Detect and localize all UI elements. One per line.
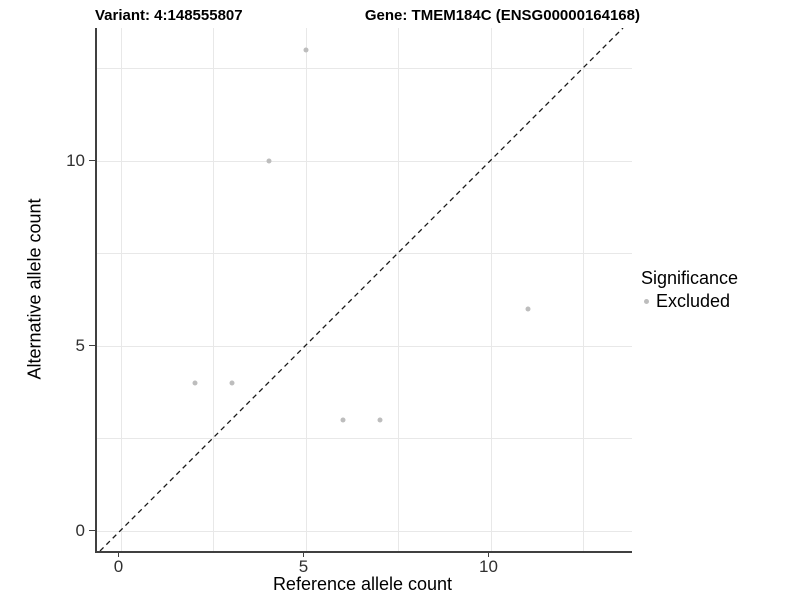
gridline-horizontal bbox=[97, 68, 632, 69]
data-point bbox=[303, 47, 308, 52]
y-axis-tick bbox=[89, 529, 95, 532]
gridline-horizontal bbox=[97, 160, 632, 162]
plot-titles-row: Variant: 4:148555807 Gene: TMEM184C (ENS… bbox=[95, 6, 640, 25]
x-axis-tick bbox=[117, 551, 120, 557]
y-axis-title: Alternative allele count bbox=[24, 198, 45, 380]
data-point bbox=[340, 417, 345, 422]
gridline-vertical bbox=[490, 28, 492, 551]
identity-line bbox=[99, 28, 624, 551]
legend-title: Significance bbox=[641, 268, 739, 288]
data-point bbox=[525, 306, 530, 311]
x-tick-label: 5 bbox=[298, 557, 309, 576]
y-tick-label: 10 bbox=[66, 150, 85, 170]
legend-entry-label: Excluded bbox=[656, 291, 731, 311]
gene-title: Gene: TMEM184C (ENSG00000164168) bbox=[364, 7, 640, 24]
gridline-vertical bbox=[305, 28, 307, 551]
x-axis-title: Reference allele count bbox=[272, 574, 453, 594]
data-point bbox=[266, 158, 271, 163]
x-axis-tick bbox=[487, 551, 490, 557]
legend: Significance Excluded bbox=[641, 268, 738, 312]
y-axis-tick bbox=[89, 159, 95, 162]
gridline-horizontal bbox=[97, 345, 632, 347]
data-point bbox=[377, 417, 382, 422]
gridline-vertical bbox=[583, 28, 584, 551]
data-point bbox=[229, 380, 234, 385]
legend-key-dot-icon bbox=[644, 299, 649, 304]
x-tick-label: 0 bbox=[113, 557, 124, 576]
y-tick-label: 0 bbox=[75, 520, 85, 540]
x-tick-label: 10 bbox=[479, 557, 498, 576]
y-axis-tick bbox=[89, 344, 95, 347]
gridline-vertical bbox=[120, 28, 122, 551]
variant-title: Variant: 4:148555807 bbox=[95, 7, 243, 24]
gridline-vertical bbox=[398, 28, 399, 551]
legend-entry-excluded: Excluded bbox=[641, 291, 738, 312]
plot-panel bbox=[95, 28, 632, 553]
gridline-horizontal bbox=[97, 438, 632, 439]
gridline-horizontal bbox=[97, 530, 632, 532]
x-axis-tick bbox=[302, 551, 305, 557]
gridline-horizontal bbox=[97, 253, 632, 254]
gridline-vertical bbox=[213, 28, 214, 551]
y-tick-label: 5 bbox=[75, 335, 85, 355]
data-point bbox=[192, 380, 197, 385]
